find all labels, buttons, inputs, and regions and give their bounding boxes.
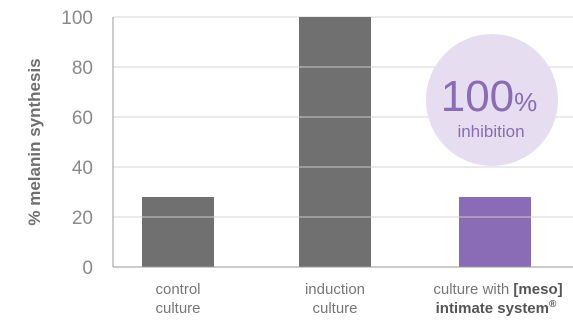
x-tick-label-part: intimate system: [436, 300, 549, 317]
badge-label: inhibition: [457, 122, 524, 141]
x-tick-label: culture: [312, 300, 357, 317]
x-tick-label: culture with [meso]: [433, 281, 562, 298]
badge-circle: [426, 34, 558, 166]
x-tick-label-part: culture with: [433, 281, 513, 298]
bar: [459, 197, 531, 267]
x-tick-label-bold: [meso]: [513, 281, 562, 298]
bars: [142, 17, 531, 267]
badge-unit: %: [514, 87, 537, 117]
x-tick-label: induction: [305, 281, 365, 298]
y-axis-label: % melanin synthesis: [25, 58, 44, 225]
x-tick-label: culture: [155, 300, 200, 317]
y-tick-label: 100: [61, 8, 93, 29]
y-tick-labels: 0 20 40 60 80 100: [61, 8, 93, 279]
badge-value: 100%: [441, 72, 538, 121]
inhibition-badge: 100% inhibition: [426, 34, 558, 166]
registered-mark: ®: [549, 299, 557, 310]
y-tick-label: 20: [72, 208, 93, 229]
y-tick-label: 80: [72, 58, 93, 79]
category-labels: control culture induction culture cultur…: [155, 281, 562, 317]
x-tick-label: control: [155, 281, 200, 298]
bar: [299, 17, 371, 267]
y-tick-label: 40: [72, 158, 93, 179]
y-tick-label: 0: [82, 258, 93, 279]
y-tick-label: 60: [72, 108, 93, 129]
x-tick-label: intimate system®: [436, 299, 557, 317]
bar: [142, 197, 214, 267]
badge-number: 100: [441, 72, 514, 121]
